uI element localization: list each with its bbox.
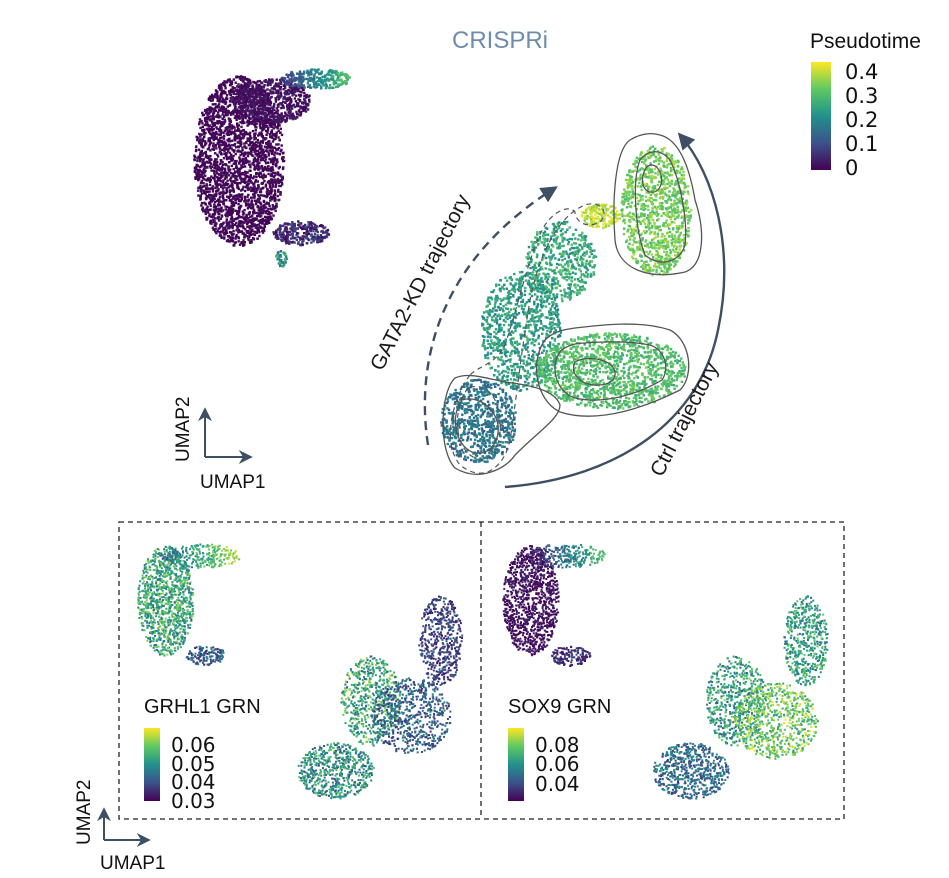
ctrl-contour-top-mid — [634, 151, 687, 263]
pseudotime-tick: 0.4 — [845, 60, 878, 84]
bottom-axes-indicator: UMAP1 UMAP2 — [74, 780, 165, 874]
figure-title: CRISPRi — [452, 27, 548, 54]
pseudotime-ticks: 0.4 0.3 0.2 0.1 0 — [845, 60, 878, 180]
sox9-tick: 0.08 — [535, 733, 580, 757]
bottom-axis-x-label: UMAP1 — [100, 853, 165, 874]
ctrl-contour-top-inner — [641, 164, 663, 193]
sox9-colorbar — [508, 728, 524, 801]
grhl1-tick: 0.05 — [171, 752, 216, 776]
ctrl-contour-bottom-inner — [454, 398, 499, 454]
grhl1-panel-title: GRHL1 GRN — [144, 696, 261, 718]
sox9-tick: 0.04 — [535, 772, 580, 796]
gata2-trajectory-arrow — [423, 186, 558, 446]
sox9-umap-scatter — [502, 544, 829, 800]
ctrl-contour-top-outer — [613, 133, 703, 276]
bottom-axis-y-label: UMAP2 — [74, 780, 95, 845]
grhl1-umap-scatter — [137, 543, 464, 800]
ctrl-trajectory-arrow — [504, 132, 726, 489]
ctrl-contour-mid-outer — [535, 323, 690, 417]
pseudotime-tick: 0.2 — [845, 108, 878, 132]
sox9-tick: 0.06 — [535, 752, 580, 776]
ctrl-contour-bottom-outer — [442, 374, 561, 475]
grhl1-colorbar — [144, 728, 160, 801]
pseudotime-tick: 0.3 — [845, 84, 878, 108]
main-axis-y-label: UMAP2 — [173, 397, 194, 462]
pseudotime-tick: 0.1 — [845, 132, 878, 156]
sox9-ticks: 0.08 0.06 0.04 — [535, 733, 580, 796]
grhl1-tick: 0.04 — [171, 770, 216, 794]
ctrl-contour-mid-core — [572, 357, 616, 386]
main-axis-x-label: UMAP1 — [200, 472, 265, 493]
main-axes-indicator: UMAP1 UMAP2 — [173, 397, 265, 493]
density-contours — [442, 133, 703, 475]
pseudotime-legend-title: Pseudotime — [810, 30, 921, 53]
ctrl-contour-mid-inner — [554, 341, 667, 401]
sox9-panel-title: SOX9 GRN — [508, 696, 611, 718]
grhl1-ticks: 0.06 0.05 0.04 0.03 — [171, 733, 216, 813]
pseudotime-colorbar — [811, 62, 831, 170]
pseudotime-tick: 0 — [845, 156, 858, 180]
grhl1-tick: 0.06 — [171, 733, 216, 757]
grhl1-tick: 0.03 — [171, 789, 216, 813]
main-umap-scatter — [193, 68, 693, 464]
